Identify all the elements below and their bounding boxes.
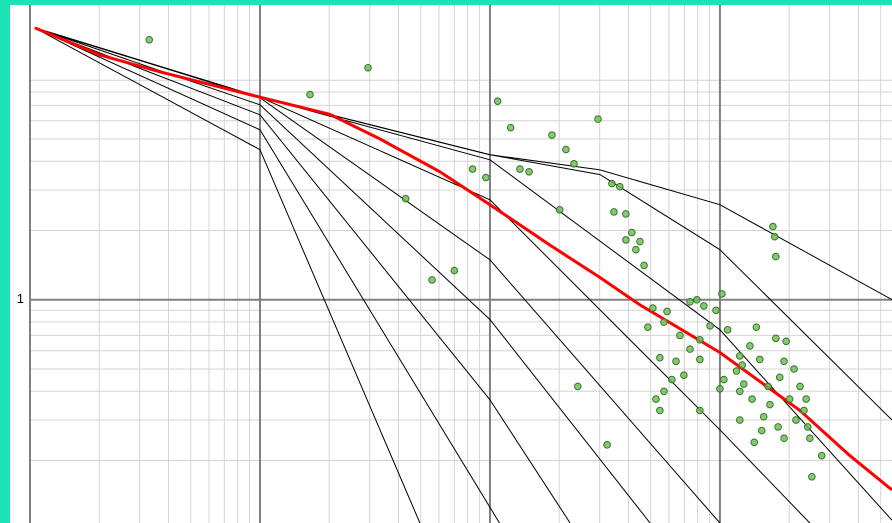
- data-point: [782, 337, 790, 346]
- data-point: [696, 335, 704, 344]
- data-point: [468, 165, 477, 173]
- data-point: [770, 232, 779, 241]
- data-point: [785, 395, 794, 403]
- data-point: [660, 387, 668, 396]
- data-point: [145, 35, 154, 44]
- data-point: [656, 353, 664, 362]
- labels: 1: [17, 5, 31, 523]
- plot-marks: [34, 26, 892, 523]
- data-point: [493, 97, 502, 105]
- data-point: [680, 371, 688, 379]
- data-point: [755, 355, 764, 364]
- data-point: [644, 323, 652, 331]
- data-point: [774, 423, 782, 431]
- data-point: [800, 406, 808, 415]
- data-point: [718, 290, 726, 298]
- data-point: [802, 395, 810, 403]
- data-point: [482, 173, 490, 182]
- data-point: [712, 306, 720, 315]
- plot-background: [10, 5, 892, 523]
- data-point: [716, 385, 724, 393]
- data-point: [656, 406, 664, 415]
- data-point: [632, 245, 640, 254]
- curve: [34, 26, 892, 492]
- data-point: [723, 326, 732, 334]
- data-point: [746, 342, 754, 350]
- data-point: [757, 426, 766, 435]
- data-point: [817, 451, 826, 460]
- data-point: [766, 400, 774, 409]
- data-point: [686, 297, 694, 306]
- data-point: [769, 222, 777, 231]
- data-point: [610, 208, 618, 216]
- data-point: [772, 334, 780, 343]
- curve: [34, 27, 892, 301]
- data-point: [780, 434, 788, 443]
- data-point: [752, 323, 761, 331]
- data-point: [780, 357, 788, 366]
- data-point: [803, 423, 812, 431]
- data-point: [506, 123, 515, 132]
- data-point: [686, 345, 694, 353]
- data-point: [574, 382, 582, 391]
- data-point: [696, 406, 704, 415]
- data-point: [428, 276, 436, 284]
- data-point: [628, 228, 636, 237]
- data-point: [792, 416, 800, 424]
- data-point: [738, 361, 747, 369]
- data-point: [364, 63, 372, 72]
- data-point: [806, 434, 814, 443]
- data-point: [401, 194, 410, 203]
- data-point: [660, 318, 668, 326]
- data-point: [764, 382, 772, 391]
- data-point: [700, 302, 708, 310]
- data-point: [772, 252, 780, 261]
- data-point: [663, 307, 671, 316]
- curve: [34, 27, 571, 523]
- data-point: [790, 365, 798, 373]
- data-point: [652, 395, 660, 403]
- data-point: [732, 367, 741, 375]
- data-point: [562, 145, 570, 154]
- data-point: [649, 304, 657, 312]
- data-point: [570, 159, 578, 168]
- data-point: [808, 472, 816, 481]
- data-point: [525, 167, 533, 176]
- data-point: [516, 165, 524, 173]
- data-point: [672, 357, 680, 366]
- data-point: [616, 182, 624, 191]
- data-point: [608, 179, 616, 188]
- data-point: [748, 395, 756, 403]
- data-point: [759, 412, 768, 421]
- data-point: [693, 295, 701, 304]
- data-point: [640, 261, 648, 270]
- data-point: [555, 206, 564, 214]
- data-point: [735, 416, 744, 424]
- data-point: [622, 236, 630, 244]
- data-point: [775, 373, 784, 382]
- data-point: [735, 387, 744, 396]
- data-point: [636, 237, 644, 246]
- data-point: [706, 322, 714, 330]
- data-point: [548, 131, 556, 139]
- data-point: [740, 380, 748, 388]
- curve: [34, 27, 500, 523]
- curve: [34, 27, 421, 523]
- data-point: [668, 375, 676, 384]
- data-point: [796, 382, 804, 391]
- y-tick-label: 1: [17, 291, 24, 306]
- data-point: [450, 266, 459, 275]
- data-point: [594, 115, 602, 123]
- data-point: [720, 375, 728, 384]
- data-point: [696, 355, 704, 364]
- curve: [34, 27, 651, 523]
- data-point: [735, 352, 744, 360]
- data-point: [306, 90, 314, 99]
- data-point: [603, 441, 611, 449]
- data-point: [750, 438, 759, 447]
- data-point: [622, 210, 630, 218]
- data-point: [676, 331, 684, 340]
